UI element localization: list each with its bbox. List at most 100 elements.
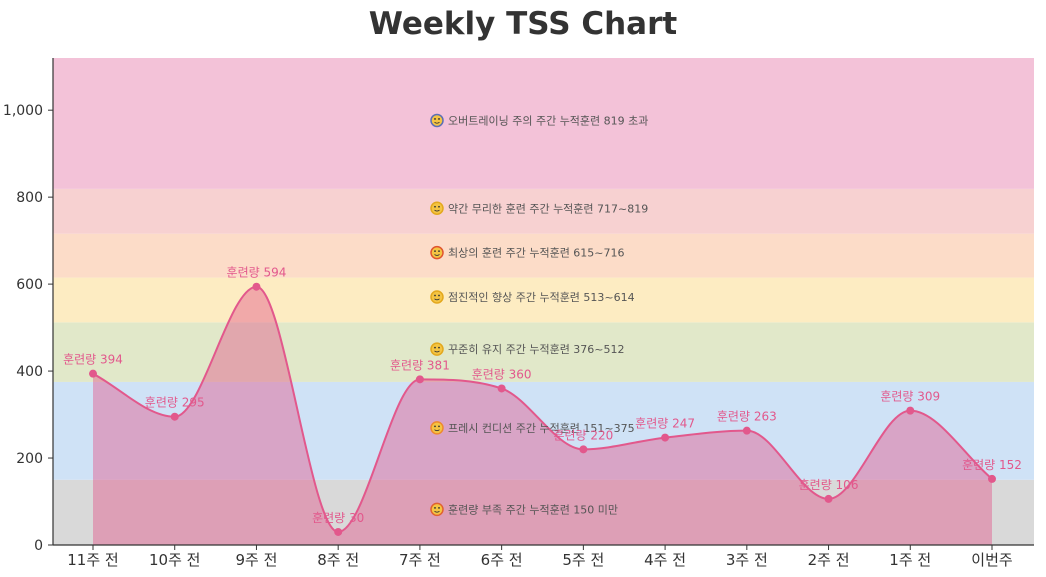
zone-band-5: [53, 188, 1034, 234]
data-point: [89, 369, 97, 378]
eye: [438, 294, 440, 297]
data-label: 훈련량 309: [880, 390, 940, 404]
data-label: 훈련량 263: [717, 410, 777, 424]
y-tick-label: 0: [34, 538, 43, 554]
eye: [434, 250, 436, 253]
smiling-face-icon: [430, 421, 444, 435]
data-point: [334, 527, 343, 536]
zone-label: 훈련량 부족 주간 누적훈련 150 미만: [448, 503, 618, 516]
pouting-face-icon: [430, 502, 444, 517]
chart-title: Weekly TSS Chart: [368, 6, 678, 42]
data-label: 훈련량 594: [227, 266, 287, 280]
data-point: [742, 426, 751, 435]
grinning-face-icon: [430, 342, 444, 356]
zone-label: 꾸준히 유지 주간 누적훈련 376~512: [448, 342, 625, 356]
zone-band-2: [53, 322, 1034, 382]
zone-label: 약간 무리한 훈련 주간 누적훈련 717~819: [448, 201, 648, 215]
zone-band-4: [53, 233, 1034, 278]
data-point: [661, 433, 670, 442]
data-label: 훈련량 30: [312, 511, 364, 525]
x-tick-label: 8주 전: [317, 551, 359, 569]
x-axis-ticks: 11주 전 10주 전 9주 전 8주 전 7주 전 6주 전 5주 전 4주 전 3주 전 2주…: [67, 545, 1013, 569]
eye: [438, 118, 440, 120]
y-tick-label: 800: [16, 190, 43, 206]
mouth: [434, 510, 440, 513]
eye: [434, 506, 436, 509]
eye: [438, 346, 440, 349]
mouth: [434, 350, 440, 353]
y-tick-label: 200: [16, 451, 43, 467]
x-tick-label: 1주 전: [889, 551, 931, 569]
zone-bands: [53, 58, 1034, 545]
x-tick-label: 5주 전: [562, 551, 604, 569]
x-tick-label: 7주 전: [399, 551, 441, 569]
zone-label: 점진적인 향상 주간 누적훈련 513~614: [448, 291, 635, 304]
data-label: 훈련량 247: [635, 417, 695, 431]
zone-label: 최상의 훈련 주간 누적훈련 615~716: [448, 247, 625, 260]
zone-label: 오버트레이닝 주의 주간 누적훈련 819 초과: [448, 114, 648, 127]
data-point: [252, 282, 261, 291]
data-point: [497, 384, 506, 393]
screaming-face-icon: [430, 113, 444, 128]
eye: [438, 506, 440, 509]
fire-face-icon: [430, 245, 444, 260]
face: [430, 421, 444, 435]
mouth: [434, 121, 440, 124]
data-point: [906, 406, 915, 415]
data-point: [824, 494, 833, 503]
data-label: 훈련량 295: [145, 396, 205, 410]
zone-label: 프레시 컨디션 주간 누적훈련 151~375: [448, 422, 635, 435]
x-tick-label: 2주 전: [808, 551, 850, 569]
smiling-face-icon: [430, 290, 444, 304]
data-points: [89, 282, 996, 536]
mouth: [434, 298, 440, 301]
zone-band-3: [53, 277, 1034, 323]
eye: [438, 250, 440, 253]
eye: [434, 346, 436, 349]
mouth: [434, 209, 440, 212]
eye: [434, 294, 436, 297]
mouth: [434, 429, 440, 432]
data-label: 훈련량 394: [63, 353, 123, 367]
eye: [434, 205, 436, 208]
data-point: [415, 375, 424, 384]
data-label: 훈련량 220: [553, 428, 613, 442]
eye: [434, 118, 436, 120]
data-point: [170, 412, 179, 421]
zone-band-6: [53, 58, 1034, 189]
data-point: [988, 474, 996, 483]
face: [430, 290, 444, 304]
data-label: 훈련량 106: [799, 478, 859, 492]
eye: [438, 205, 440, 208]
mouth: [434, 254, 440, 256]
face: [430, 113, 444, 128]
y-axis-ticks: 0 200 400 600 800 1,000: [3, 103, 53, 554]
y-tick-label: 400: [16, 364, 43, 380]
chart-axes: [52, 58, 1034, 546]
face: [430, 502, 444, 517]
data-label: 훈련량 381: [390, 358, 450, 372]
x-tick-label: 9주 전: [235, 551, 277, 569]
zone-band-0: [53, 479, 1034, 545]
x-tick-label: 11주 전: [67, 551, 118, 569]
zone-band-1: [53, 381, 1034, 480]
zone-labels: 훈련량 부족 주간 누적훈련 150 미만 프레시 컨디션 주간 누적훈련 151…: [430, 113, 648, 517]
x-tick-label: 4주 전: [644, 551, 686, 569]
eye: [434, 425, 436, 428]
x-tick-label: 3주 전: [726, 551, 768, 569]
area-fill: [93, 286, 992, 545]
x-tick-label: 6주 전: [481, 551, 523, 569]
data-label: 훈련량 152: [962, 458, 1022, 472]
y-tick-label: 1,000: [3, 103, 43, 119]
x-tick-label: 이번주: [971, 551, 1012, 569]
x-tick-label: 10주 전: [149, 551, 200, 569]
grimacing-face-icon: [430, 201, 444, 216]
data-label: 훈련량 360: [472, 367, 532, 381]
data-point: [579, 445, 588, 454]
point-labels: 훈련량 394 훈련량 295 훈련량 594 훈련량 30 훈련량 381 훈련량 36…: [63, 266, 1022, 525]
face: [430, 342, 444, 356]
face: [430, 245, 444, 260]
eye: [438, 425, 440, 428]
face: [430, 201, 444, 216]
